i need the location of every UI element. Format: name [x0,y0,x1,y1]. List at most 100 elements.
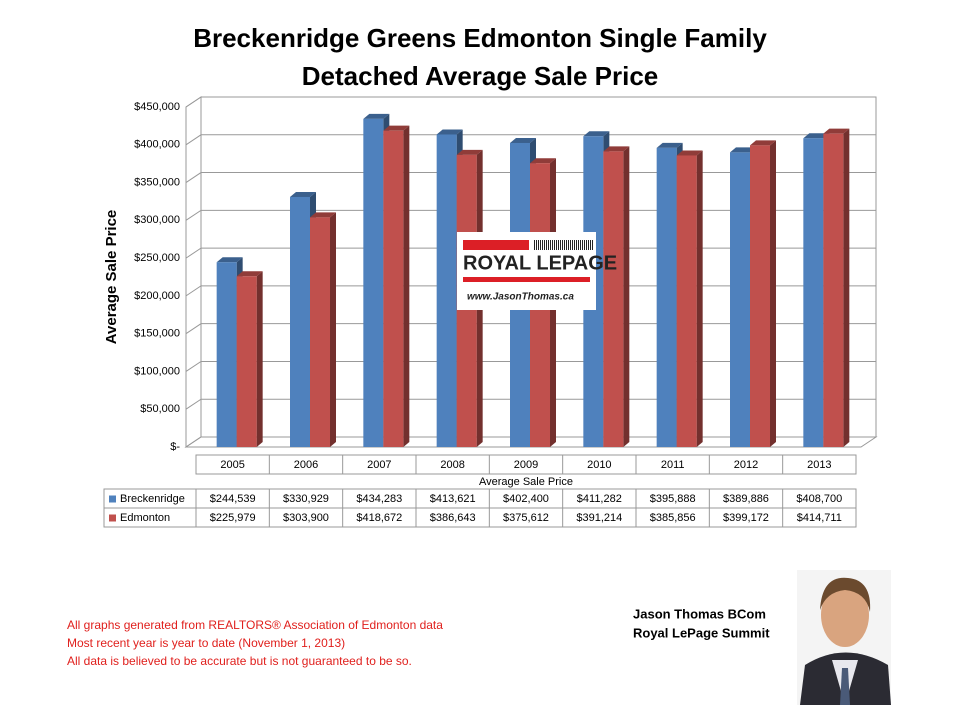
legend-label: Edmonton [120,512,170,524]
table-value: $408,700 [796,493,842,505]
logo-stripe [568,240,569,250]
bar-front [676,155,697,447]
x-tick-label: 2013 [807,459,831,471]
logo-stripe [564,240,565,250]
logo-stripe [548,240,549,250]
table-border [195,454,857,475]
logo-stripe [540,240,541,250]
logo-stripe [590,240,591,250]
bar-top [530,158,556,164]
table-value: $413,621 [430,493,476,505]
bar-front [730,152,750,447]
grid-line [185,172,876,183]
bar [236,271,263,447]
grid-line [185,323,876,335]
y-tick-label: $450,000 [134,101,180,113]
bar-side [403,125,410,447]
table-value: $414,711 [797,512,842,524]
x-tick-label: 2012 [734,459,758,471]
bar-top [436,129,463,135]
author: Royal LePage Summit [633,625,770,640]
x-tick-label: 2010 [587,459,611,471]
y-tick-label: $300,000 [134,214,180,226]
table-value: $434,283 [356,493,402,505]
author-photo [797,570,891,705]
bar-top [456,149,483,155]
grid-line [185,436,876,448]
logo-stripe [586,240,587,250]
side-wall [185,96,202,448]
y-tick-label: $50,000 [140,403,180,415]
bar-side [256,271,263,447]
logo-stripe [536,240,537,250]
bar-top [290,191,316,197]
table-value: $303,900 [283,512,329,524]
bar [310,212,336,447]
y-axis-label: Average Sale Price [103,210,120,345]
logo-stripe [580,240,581,250]
grid-line [185,96,876,108]
bar-top [750,140,776,146]
bar-top [583,131,610,137]
table-value: $330,929 [283,493,329,505]
grid-line [185,285,876,297]
grid-line [185,134,876,146]
footnote: All data is believed to be accurate but … [67,654,412,668]
bar-side [696,150,703,447]
bar [676,150,703,447]
bar-top [603,146,630,152]
bar-front [310,217,330,447]
bar-front [216,262,237,447]
logo-stripe [554,240,555,250]
bar-front [436,134,457,447]
bar-front [603,151,624,448]
bar-top [236,271,263,277]
y-tick-label: $350,000 [134,176,180,188]
bar-side [770,140,776,447]
table-value: $391,214 [576,512,622,524]
logo-stripe [584,240,585,250]
x-tick-label: 2009 [514,459,538,471]
bar-front [750,145,770,447]
chart-title: Detached Average Sale Price [302,61,658,91]
grid-line [185,209,876,221]
y-tick-label: $400,000 [134,139,180,151]
y-tick-label: $250,000 [134,252,180,264]
bar-top [656,142,683,148]
bar-top [730,147,756,153]
y-tick-label: $- [170,441,180,453]
logo-stripe [560,240,561,250]
bar-side [330,212,336,447]
footnote: All graphs generated from REALTORS® Asso… [67,618,443,632]
grid-line [185,247,876,259]
logo-bar [463,240,529,250]
logo-bar [463,277,590,282]
bar-front [236,276,257,447]
logo-stripe [582,240,583,250]
bar-front [823,133,844,448]
y-tick-label: $200,000 [134,290,180,302]
x-tick-label: 2011 [661,459,685,471]
legend-key [109,495,116,503]
bar-top [803,133,830,139]
bar-front [383,130,404,447]
logo-stripe [546,240,547,250]
bar-top [383,125,410,131]
logo-stripe [544,240,545,250]
bar [383,125,410,447]
logo-stripe [562,240,563,250]
x-tick-label: 2007 [367,459,391,471]
logo-brand: ROYAL LEPAGE [463,252,617,274]
table-value: $411,282 [577,493,622,505]
logo-stripe [576,240,577,250]
bar-top [676,150,703,156]
bar [603,146,630,448]
logo-stripe [558,240,559,250]
grid-line [185,360,876,372]
bar-front [290,196,310,447]
grid-line [185,398,876,410]
bar-top [310,212,336,218]
table-value: $225,979 [210,512,256,524]
table-value: $386,643 [430,512,476,524]
table-value: $244,539 [210,493,256,505]
